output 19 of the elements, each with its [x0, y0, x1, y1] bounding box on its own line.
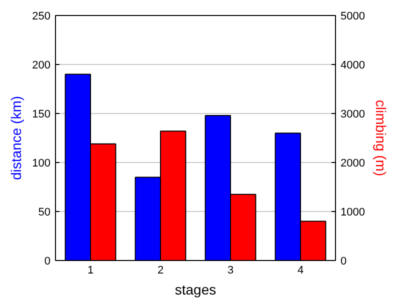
y-tick-label: 150 — [32, 108, 51, 120]
y-tick-label: 0 — [44, 256, 51, 268]
y2-axis-title: climbing (m) — [372, 100, 389, 176]
y-axis-title: distance (km) — [8, 96, 24, 180]
x-tick-label: 3 — [227, 264, 234, 276]
y-tick-label: 100 — [32, 158, 51, 170]
y2-tick-label: 5000 — [340, 10, 365, 22]
y2-tick-label: 0 — [340, 256, 347, 268]
y-tick-label: 200 — [32, 60, 51, 72]
y2-tick-label: 1000 — [340, 206, 365, 218]
y2-tick-label: 3000 — [340, 108, 365, 120]
y-tick-label: 250 — [32, 10, 51, 22]
x-tick-label: 1 — [87, 264, 94, 276]
x-tick-label: 4 — [297, 264, 304, 276]
x-tick-label: 2 — [157, 264, 164, 276]
y2-tick-label: 4000 — [340, 60, 365, 72]
y2-tick-label: 2000 — [340, 158, 365, 170]
x-axis-title: stages — [174, 282, 216, 298]
y-tick-label: 50 — [38, 206, 51, 218]
